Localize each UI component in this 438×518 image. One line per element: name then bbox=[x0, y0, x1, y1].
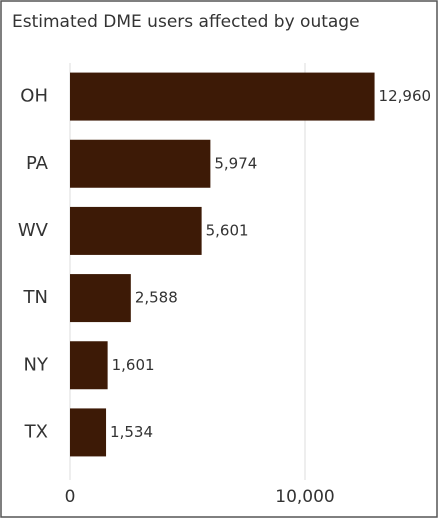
y-tick-label: OH bbox=[20, 86, 48, 107]
value-label: 5,601 bbox=[206, 221, 249, 239]
y-tick-label: TX bbox=[24, 421, 48, 442]
x-tick-label: 0 bbox=[65, 487, 76, 507]
bar bbox=[70, 341, 108, 390]
y-tick-label: TN bbox=[23, 287, 48, 308]
bar bbox=[70, 72, 375, 121]
value-label: 1,534 bbox=[110, 423, 153, 441]
y-tick-label: NY bbox=[24, 354, 49, 375]
y-tick-label: PA bbox=[26, 153, 49, 174]
y-tick-label: WV bbox=[18, 220, 49, 241]
bar bbox=[70, 274, 131, 323]
value-label: 5,974 bbox=[214, 154, 257, 172]
value-label: 1,601 bbox=[112, 356, 155, 374]
chart-title: Estimated DME users affected by outage bbox=[12, 12, 360, 32]
bar bbox=[70, 408, 107, 457]
bar bbox=[70, 206, 202, 255]
value-label: 12,960 bbox=[379, 87, 432, 105]
bar bbox=[70, 139, 211, 188]
value-label: 2,588 bbox=[135, 289, 178, 307]
x-tick-label: 10,000 bbox=[275, 487, 334, 507]
